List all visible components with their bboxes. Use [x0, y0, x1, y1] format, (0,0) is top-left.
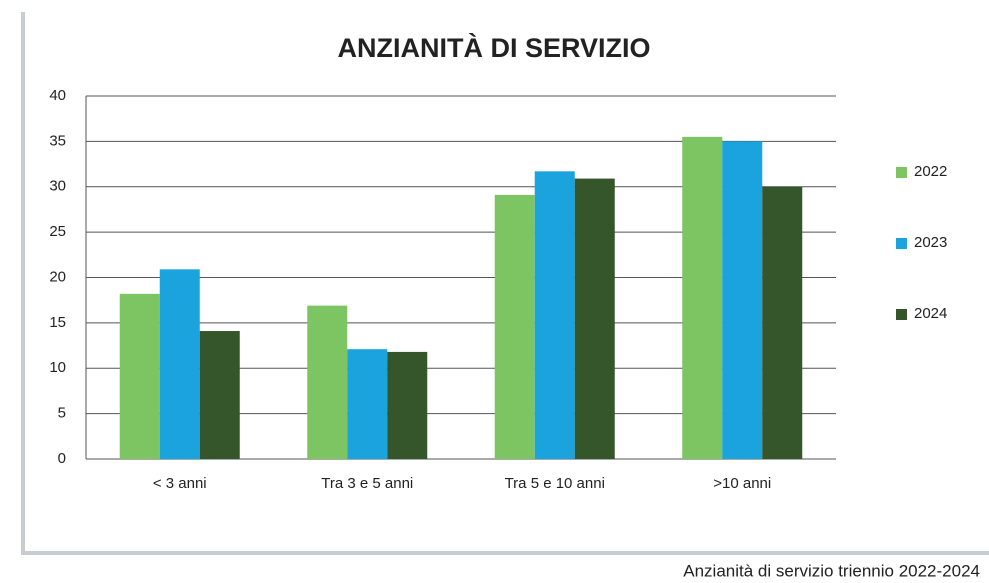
y-tick-label: 40 [49, 87, 66, 104]
bar [534, 171, 575, 459]
y-tick-label: 30 [49, 178, 66, 195]
legend-swatch [896, 167, 907, 178]
bar [307, 305, 348, 459]
y-tick-label: 25 [49, 223, 66, 240]
y-tick-label: 20 [49, 268, 66, 285]
chart-title: ANZIANITÀ DI SERVIZIO [337, 32, 650, 63]
legend-swatch [896, 238, 907, 249]
x-tick-label: Tra 5 e 10 anni [505, 475, 605, 492]
bar [722, 141, 763, 459]
bar [574, 178, 615, 459]
bar [387, 351, 428, 459]
x-tick-label: Tra 3 e 5 anni [321, 475, 413, 492]
legend-label: 2022 [914, 163, 947, 180]
frame-bottom [21, 551, 989, 555]
y-tick-label: 10 [49, 359, 66, 376]
bar [494, 194, 535, 460]
bar [199, 331, 240, 459]
x-tick-label: < 3 anni [153, 475, 207, 492]
caption: Anzianità di servizio triennio 2022-2024 [683, 561, 980, 580]
bar [762, 186, 803, 459]
frame-left [21, 12, 25, 554]
x-tick-label: >10 anni [713, 475, 771, 492]
legend-swatch [896, 309, 907, 320]
y-tick-label: 15 [49, 314, 66, 331]
bar [347, 349, 388, 459]
bar [159, 269, 200, 459]
y-tick-label: 0 [58, 450, 66, 467]
y-tick-label: 5 [58, 405, 66, 422]
bar [682, 136, 723, 459]
legend-label: 2024 [914, 305, 947, 322]
bar [119, 293, 160, 459]
legend-label: 2023 [914, 234, 947, 251]
y-tick-label: 35 [49, 132, 66, 149]
